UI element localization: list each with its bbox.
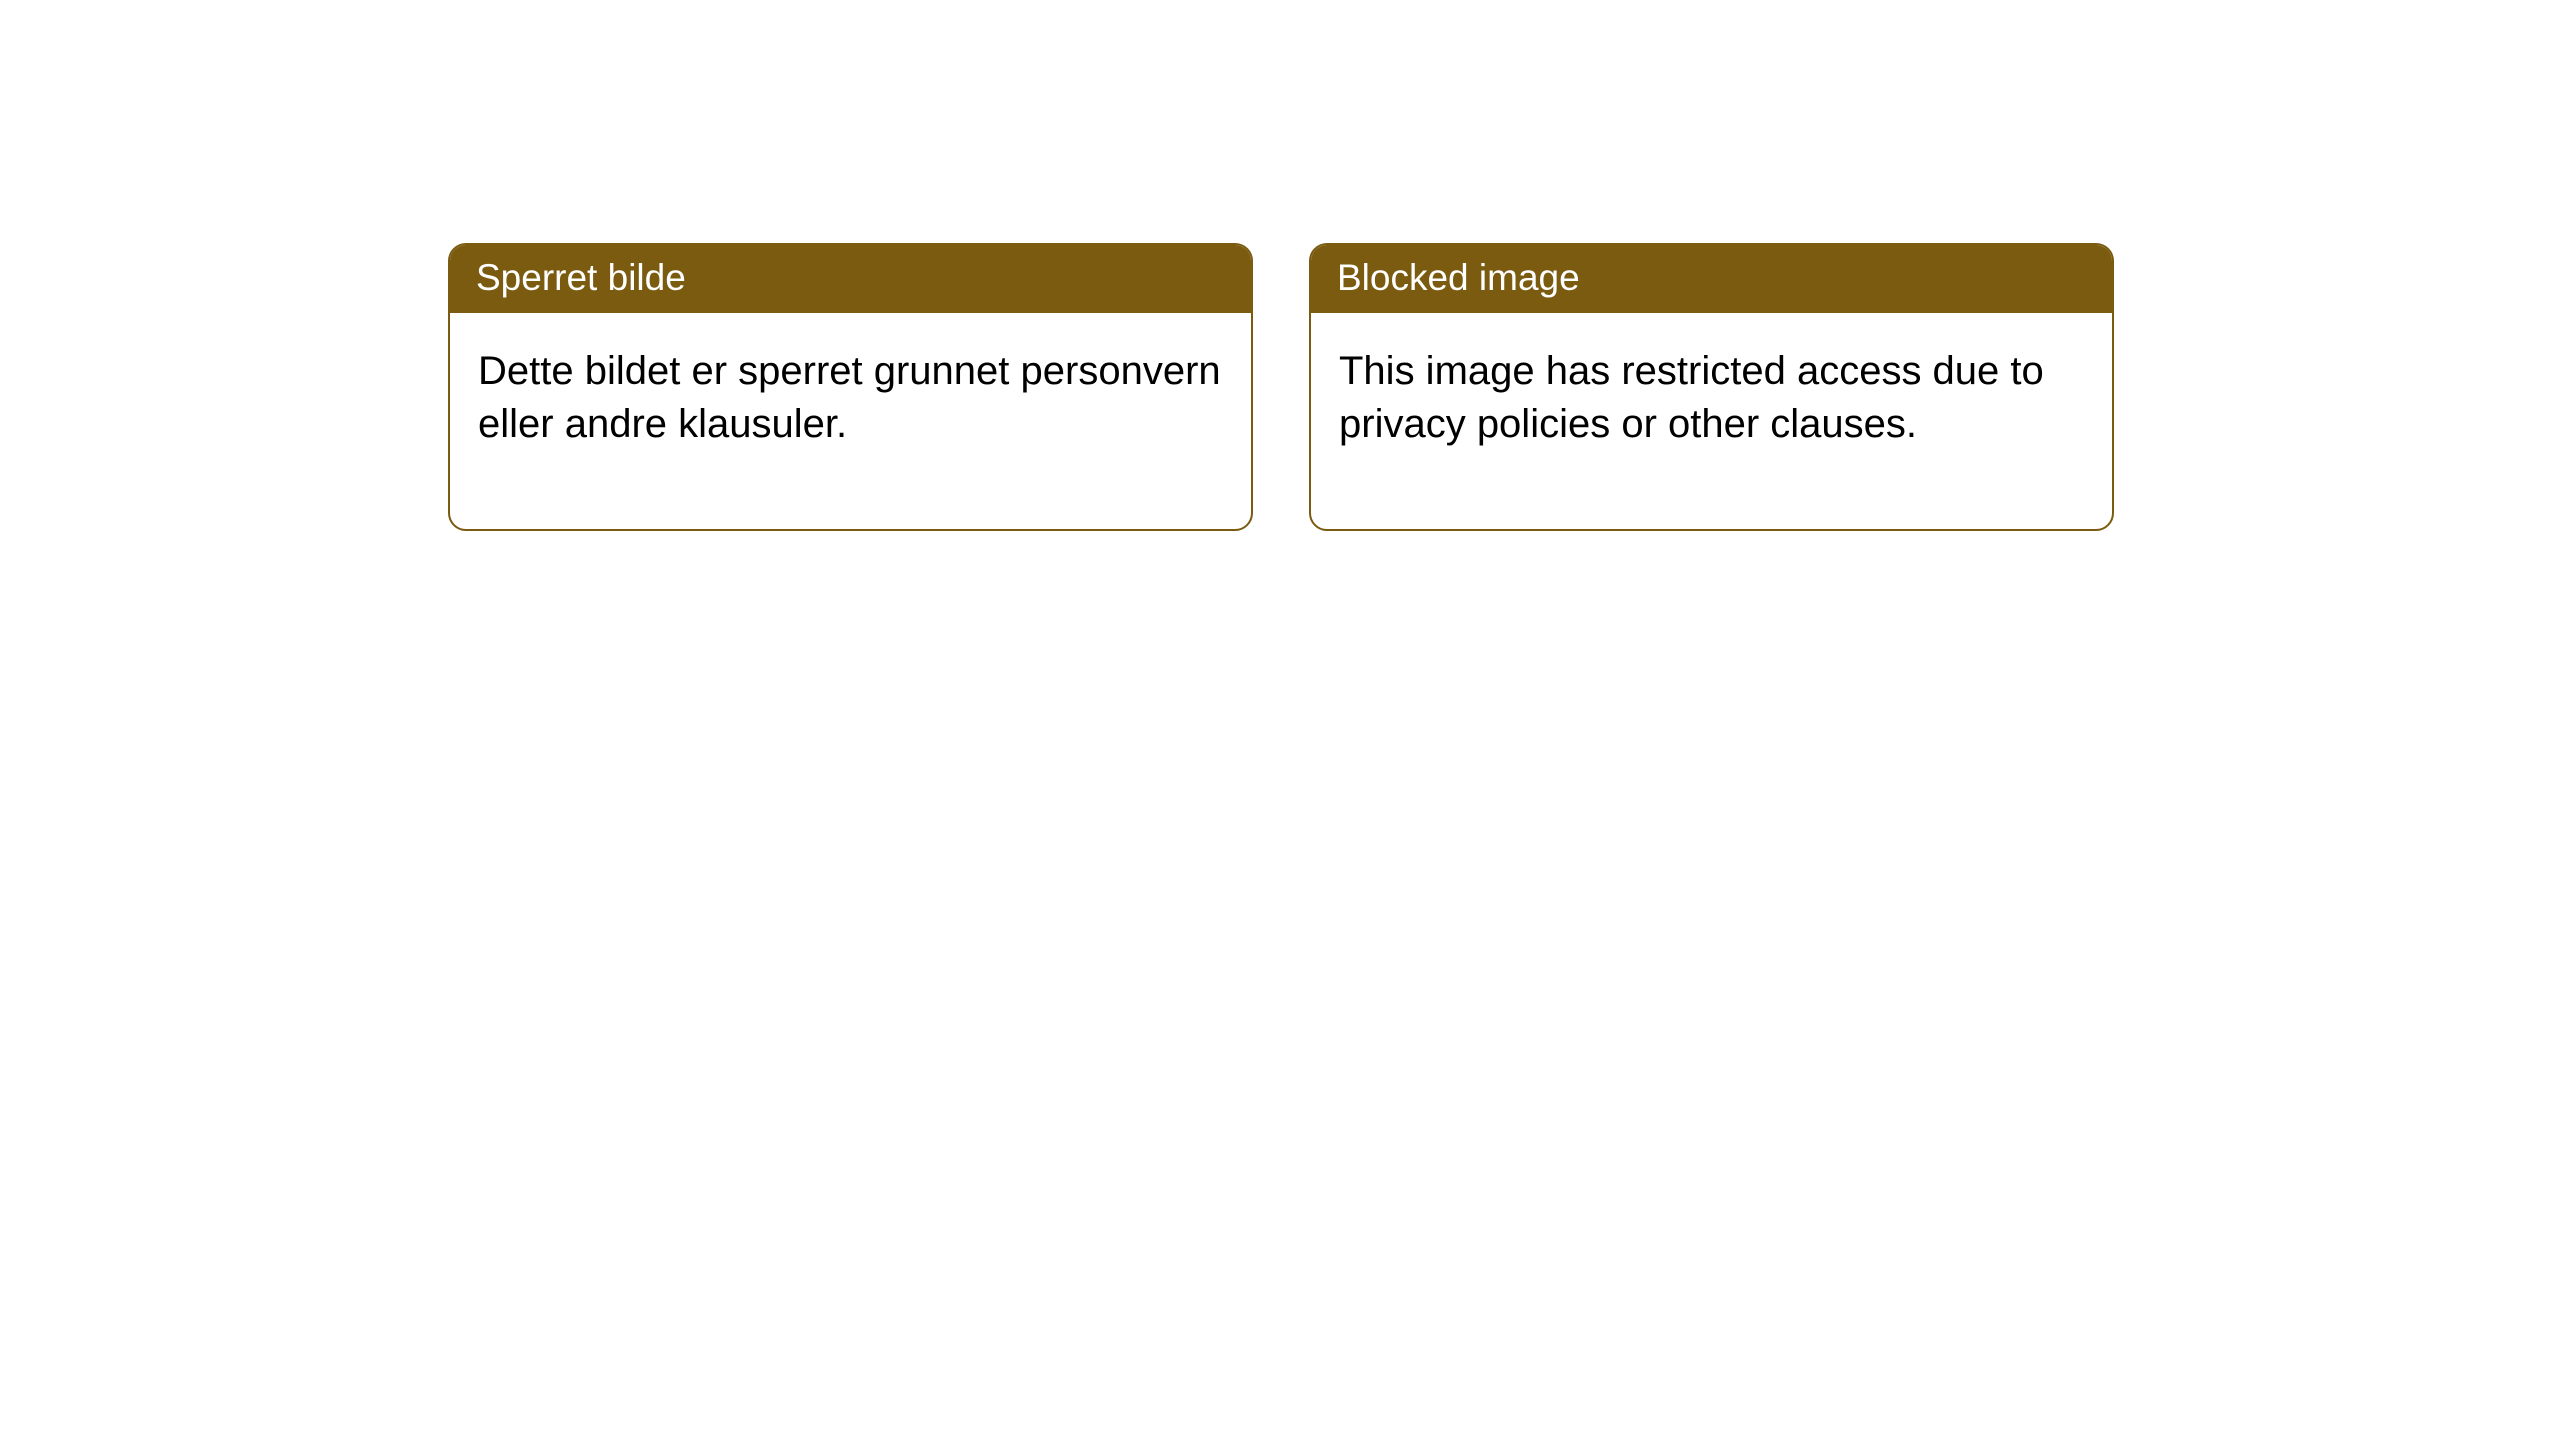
notice-box-norwegian: Sperret bilde Dette bildet er sperret gr… bbox=[448, 243, 1253, 531]
notice-header: Sperret bilde bbox=[450, 245, 1251, 313]
notice-title: Blocked image bbox=[1337, 257, 1580, 298]
notice-body: Dette bildet er sperret grunnet personve… bbox=[450, 313, 1251, 529]
notice-body-text: Dette bildet er sperret grunnet personve… bbox=[478, 349, 1221, 446]
notice-box-english: Blocked image This image has restricted … bbox=[1309, 243, 2114, 531]
notice-body: This image has restricted access due to … bbox=[1311, 313, 2112, 529]
notice-title: Sperret bilde bbox=[476, 257, 686, 298]
notice-header: Blocked image bbox=[1311, 245, 2112, 313]
notice-container: Sperret bilde Dette bildet er sperret gr… bbox=[448, 243, 2114, 531]
notice-body-text: This image has restricted access due to … bbox=[1339, 349, 2044, 446]
